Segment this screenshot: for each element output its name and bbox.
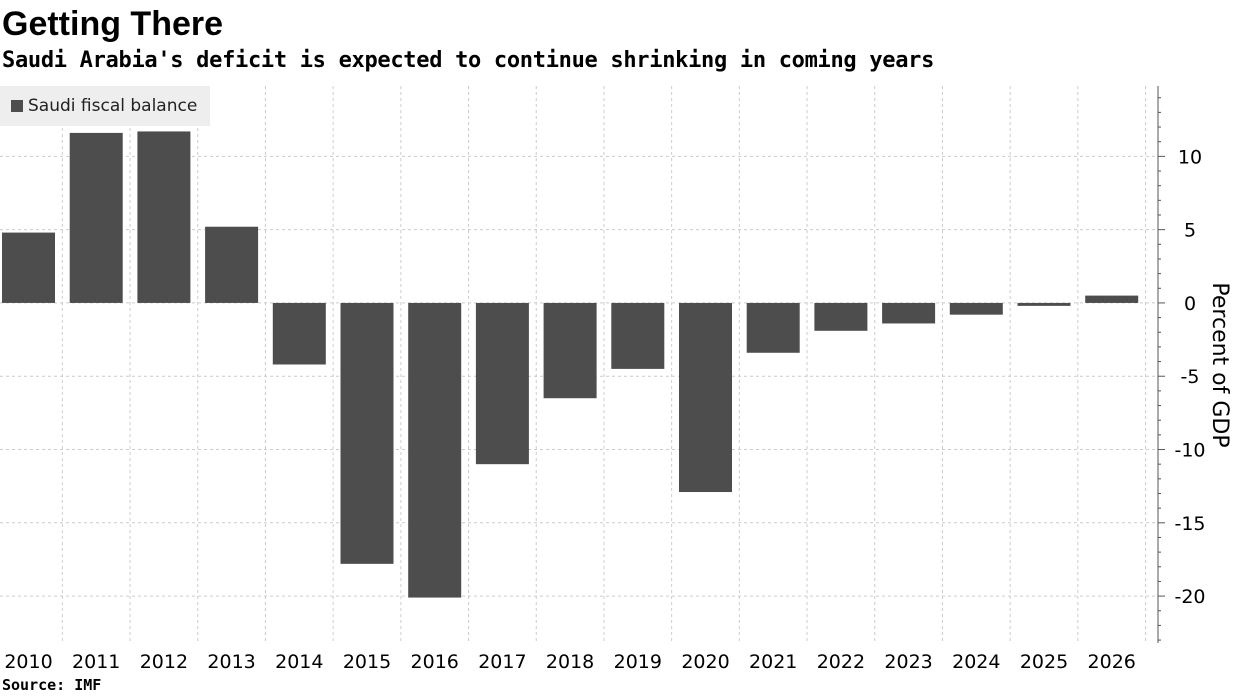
bar-2019 bbox=[611, 302, 665, 369]
bar-2026 bbox=[1085, 295, 1139, 303]
x-tick-label: 2011 bbox=[72, 651, 120, 673]
bar-2022 bbox=[814, 302, 868, 331]
x-tick-label: 2026 bbox=[1088, 651, 1136, 673]
bar-2014 bbox=[272, 302, 326, 365]
bar-2017 bbox=[475, 302, 529, 465]
x-tick-label: 2010 bbox=[4, 651, 52, 673]
legend: Saudi fiscal balance bbox=[0, 86, 210, 126]
y-axis-label: Percent of GDP bbox=[1207, 282, 1232, 447]
x-tick-label: 2017 bbox=[478, 651, 526, 673]
y-tick-label: 5 bbox=[1184, 220, 1196, 242]
bar-2010 bbox=[2, 232, 55, 303]
x-tick-label: 2022 bbox=[817, 651, 865, 673]
x-tick-label: 2015 bbox=[343, 651, 391, 673]
x-tick-label: 2025 bbox=[1020, 651, 1068, 673]
x-tick-label: 2023 bbox=[884, 651, 932, 673]
bar-2018 bbox=[543, 302, 597, 399]
bars bbox=[2, 131, 1139, 598]
source-note: Source: IMF bbox=[2, 676, 102, 694]
x-axis-labels: 2010 2011 2012 2013 2014 2015 2016 2017 2018 2019… bbox=[4, 651, 1136, 673]
y-tick-label: -10 bbox=[1174, 440, 1205, 462]
grid-lines bbox=[0, 86, 1158, 643]
bar-2013 bbox=[205, 226, 259, 303]
x-tick-label: 2016 bbox=[411, 651, 459, 673]
x-tick-label: 2024 bbox=[952, 651, 1000, 673]
chart-subtitle: Saudi Arabia's deficit is expected to co… bbox=[2, 48, 935, 73]
x-tick-label: 2020 bbox=[681, 651, 729, 673]
x-tick-label: 2021 bbox=[749, 651, 797, 673]
y-tick-label: 0 bbox=[1184, 293, 1196, 315]
bar-2011 bbox=[69, 132, 123, 303]
x-tick-label: 2014 bbox=[275, 651, 323, 673]
bar-2024 bbox=[949, 302, 1003, 315]
bar-2015 bbox=[340, 302, 394, 564]
y-tick-label: 10 bbox=[1178, 146, 1202, 168]
x-tick-label: 2012 bbox=[140, 651, 188, 673]
y-tick-label: -5 bbox=[1181, 366, 1200, 388]
x-tick-label: 2013 bbox=[207, 651, 255, 673]
bar-2021 bbox=[746, 302, 800, 353]
y-tick-label: -15 bbox=[1174, 513, 1205, 535]
x-tick-label: 2019 bbox=[614, 651, 662, 673]
y-tick-label: -20 bbox=[1174, 586, 1205, 608]
y-axis: 10 5 0 -5 -10 -15 -20 bbox=[1157, 86, 1206, 643]
bar-2012 bbox=[137, 131, 191, 303]
bar-2025 bbox=[1017, 302, 1071, 306]
bar-2016 bbox=[408, 302, 462, 598]
chart-title: Getting There bbox=[2, 5, 224, 43]
legend-swatch bbox=[11, 100, 23, 112]
x-tick-label: 2018 bbox=[546, 651, 594, 673]
legend-label: Saudi fiscal balance bbox=[28, 96, 198, 116]
bar-2023 bbox=[882, 302, 936, 324]
bar-2020 bbox=[679, 302, 732, 493]
